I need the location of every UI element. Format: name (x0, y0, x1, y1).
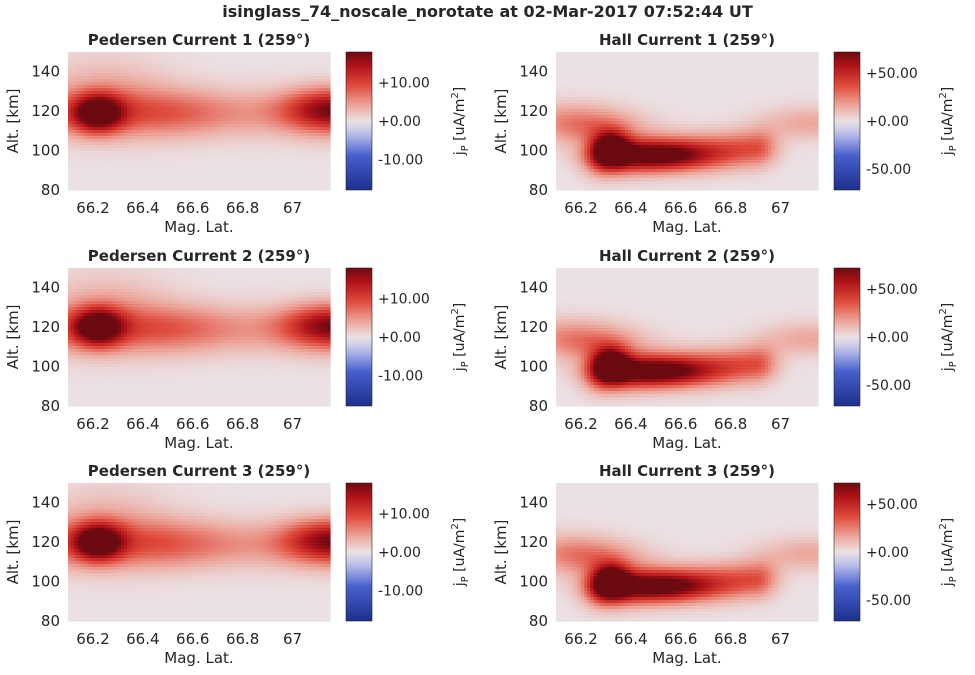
colorbar (346, 52, 372, 190)
x-tick-label: 67 (283, 199, 302, 217)
colorbar-tick-label: -10.00 (378, 152, 423, 168)
y-tick-label: 140 (31, 63, 60, 81)
x-tick-label: 66.2 (76, 199, 109, 217)
y-axis-label: Alt. [km] (4, 89, 22, 154)
x-tick-label: 66.6 (176, 199, 209, 217)
colorbar-tick-label: +10.00 (378, 76, 430, 92)
x-tick-label: 66.4 (126, 199, 159, 217)
heatmap-cell (327, 187, 331, 191)
y-tick-label: 100 (31, 142, 60, 160)
y-tick-label: 80 (41, 181, 60, 199)
subplot-1: Pedersen Current 1 (259°) 66.2 66.4 66.6 66.… (4, 31, 471, 236)
subplot-title: Pedersen Current 1 (259°) (88, 31, 310, 49)
subplot-2: Hall Current 1 (259°)66.2 66.4 66.6 66.8 67M… (492, 31, 959, 236)
colorbar-label: jP [uA/m2] (450, 87, 471, 156)
y-tick-label: 120 (31, 102, 60, 120)
colorbar-tick-label: +0.00 (378, 114, 421, 130)
x-tick-label: 66.8 (226, 199, 259, 217)
x-axis-label: Mag. Lat. (164, 218, 233, 236)
